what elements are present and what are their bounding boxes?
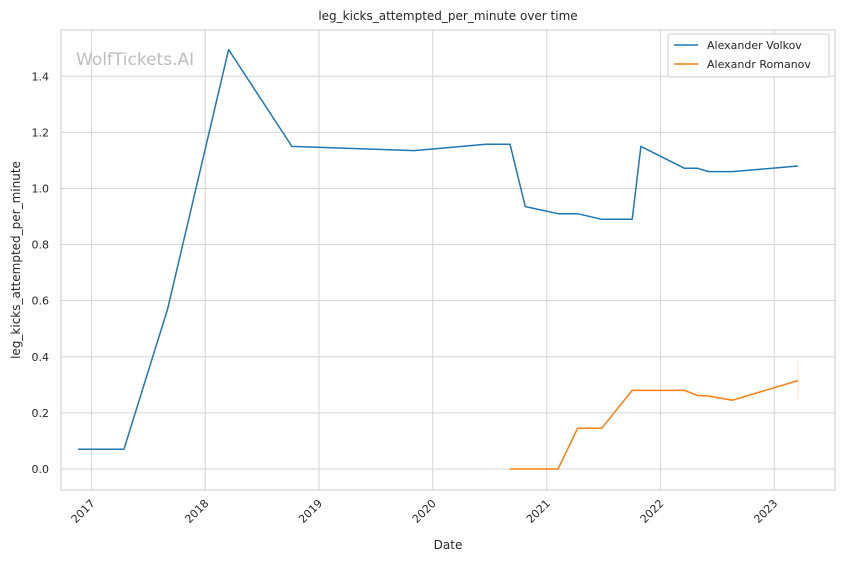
legend-label: Alexander Volkov: [707, 39, 802, 52]
series-line-alexandr-romanov: [510, 379, 799, 470]
y-tick-label: 0.0: [32, 463, 50, 476]
x-axis-label: Date: [434, 538, 463, 552]
grid-lines: [61, 30, 835, 490]
y-tick-label: 0.4: [32, 351, 50, 364]
watermark-text: WolfTickets.AI: [76, 50, 194, 70]
y-tick-label: 1.4: [32, 70, 50, 83]
plot-area: [60, 29, 836, 491]
legend: Alexander Volkov Alexandr Romanov: [667, 33, 830, 78]
y-axis-label: leg_kicks_attempted_per_minute: [9, 161, 23, 359]
series-lines: [78, 48, 799, 470]
y-tick-label: 0.6: [32, 295, 50, 308]
series-line-alexander-volkov: [78, 48, 798, 451]
legend-label: Alexandr Romanov: [707, 58, 811, 71]
y-tick-label: 0.8: [32, 239, 50, 252]
chart-title: leg_kicks_attempted_per_minute over time: [318, 9, 577, 23]
y-tick-label: 1.0: [32, 182, 50, 195]
y-tick-label: 0.2: [32, 407, 50, 420]
legend-box: [667, 33, 830, 78]
y-tick-label: 1.2: [32, 126, 50, 139]
